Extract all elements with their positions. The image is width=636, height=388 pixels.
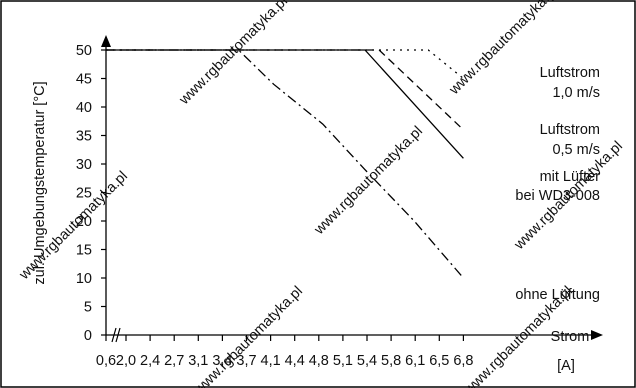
x-axis-title: Strom [551,329,590,345]
y-tick-label: 45 [76,72,92,88]
y-tick-label: 40 [76,100,92,116]
x-tick-label: 3,4 [212,353,232,369]
y-tick-label: 30 [76,157,92,173]
x-tick-label: 5,4 [357,353,377,369]
y-axis-title: zul. Umgebungstemperatur [°C] [32,81,48,284]
x-tick-label: 2,0 [116,353,136,369]
x-tick-label: 0,6 [96,353,116,369]
y-tick-label: 0 [84,328,92,344]
x-tick-label: 3,1 [188,353,208,369]
y-tick-label: 50 [76,43,92,59]
series-label-luefter: bei WD3-008 [515,188,600,204]
y-tick-label: 20 [76,214,92,230]
series-line-ohne [106,49,464,279]
y-tick-label: 35 [76,129,92,145]
x-tick-label: 5,8 [381,353,401,369]
series-label-ohne: ohne Lüftung [515,287,600,303]
x-tick-label: 2,4 [140,353,160,369]
series-line-luft10 [106,49,464,80]
series-label-luft10: Luftstrom [540,65,600,81]
axis-break-mark [111,327,117,343]
series-label-luefter: mit Lüfter [540,169,601,185]
x-tick-label: 3,7 [236,353,256,369]
y-tick-label: 10 [76,271,92,287]
axes: 0 5 10 15 20 25 30 35 40 45 50 0,6 2,0 2,4 2,7 3,1 3,4 3,… [76,35,603,369]
x-tick-label: 4,8 [309,353,329,369]
x-tick-label: 4,1 [261,353,281,369]
y-tick-label: 25 [76,186,92,202]
series-labels: Luftstrom 1,0 m/s Luftstrom 0,5 m/s mit Lüft… [515,65,600,303]
x-axis-unit: [A] [557,358,575,374]
x-tick-label: 4,4 [285,353,305,369]
series-layer [106,49,464,279]
x-tick-label: 6,5 [429,353,449,369]
y-tick-label: 5 [84,300,92,316]
y-axis-arrow [101,35,111,47]
x-tick-label: 6,1 [405,353,425,369]
x-axis-arrow [591,330,603,340]
x-tick-label: 5,1 [333,353,353,369]
series-label-luft05: Luftstrom [540,122,600,138]
series-label-luft10: 1,0 m/s [552,85,600,101]
series-label-luft05: 0,5 m/s [552,142,600,158]
x-tick-label: 2,7 [164,353,184,369]
x-tick-label: 6,8 [453,353,473,369]
axis-break-mark [115,327,121,343]
y-tick-label: 15 [76,243,92,259]
